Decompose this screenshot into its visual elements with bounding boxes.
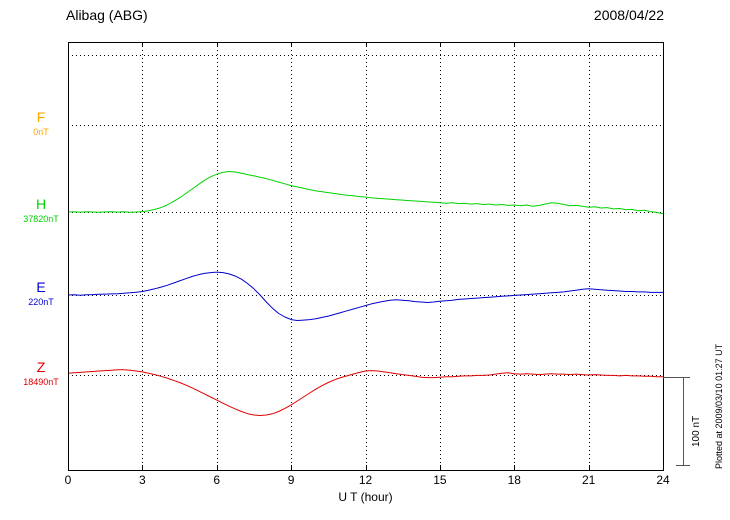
series-label-E: E: [36, 279, 46, 295]
series-label-F: F: [36, 109, 46, 125]
series-label-H: H: [35, 196, 47, 212]
x-tick-label: 9: [287, 473, 295, 487]
scale-bar-label: 100 nT: [691, 415, 702, 447]
trace-Z: [67, 369, 663, 416]
series-label-Z: Z: [36, 359, 46, 375]
x-tick-label: 21: [581, 473, 596, 487]
trace-E: [67, 271, 663, 321]
series-baseline-E: 220nT: [28, 297, 54, 307]
x-tick-label: 12: [358, 473, 373, 487]
series-baseline-F: 0nT: [33, 127, 49, 137]
x-tick-label: 3: [139, 473, 146, 487]
station-title: Alibag (ABG): [66, 7, 148, 23]
series-baseline-H: 37820nT: [23, 214, 59, 224]
date-label: 2008/04/22: [593, 7, 664, 23]
series-baseline-Z: 18490nT: [23, 377, 59, 387]
x-axis-label: U T (hour): [338, 490, 393, 504]
plot-frame: [68, 42, 664, 471]
x-tick-label: 6: [213, 473, 221, 487]
plot-timestamp: Plotted at 2009/03/10 01:27 UT: [714, 343, 724, 469]
x-tick-label: 0: [64, 473, 72, 487]
x-tick-label: 15: [433, 473, 447, 487]
x-tick-label: 24: [656, 473, 670, 487]
x-tick-label: 18: [507, 473, 521, 487]
trace-H: [67, 171, 664, 215]
